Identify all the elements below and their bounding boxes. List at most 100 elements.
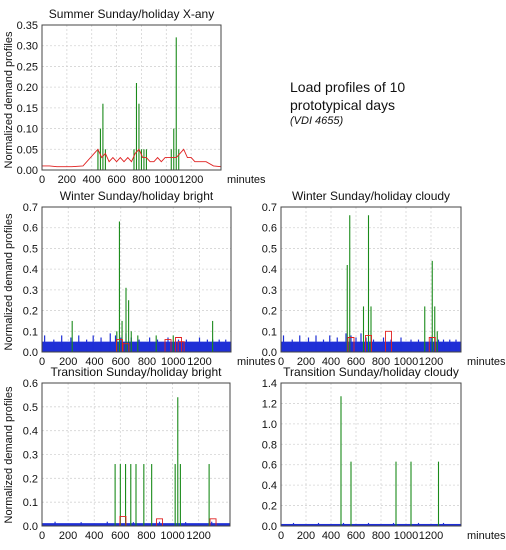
x-tick-label: 200 (59, 530, 77, 542)
data-point (347, 337, 355, 352)
y-tick-label: 0.4 (262, 480, 277, 492)
x-tick-label: 800 (137, 530, 155, 542)
data-point (156, 518, 163, 526)
y-tick-label: 0.5 (23, 243, 38, 255)
series-green (71, 221, 214, 352)
y-tick-label: 0.0 (262, 521, 277, 533)
y-tick-label: 0.3 (262, 285, 277, 297)
data-point (164, 339, 172, 352)
y-tick-label: 0.2 (23, 473, 38, 485)
y-tick-label: 0.8 (262, 439, 277, 451)
chart-panel-3: Winter Sunday/holiday cloudy 0.0 0.1 0.2 0.3… (262, 189, 506, 368)
x-tick-label: 0 (278, 530, 284, 542)
y-tick-label: 0.4 (262, 264, 277, 276)
y-tick-label: 0.0 (262, 347, 277, 359)
y-tick-label: 1.4 (262, 378, 277, 390)
series-red (347, 330, 436, 352)
y-tick-label: 0.5 (262, 243, 277, 255)
plot-frame (41, 382, 231, 527)
chart-panel-4: Transition Sunday/holiday bright 0.0 0.1 0.… (3, 365, 231, 542)
chart-panel-1: Summer Sunday/holiday X-any 0.00 0.05 0.10 0… (3, 7, 266, 186)
x-tick-label: 200 (297, 356, 315, 368)
figure-annotation: Load profiles of 10 prototypical days (V… (290, 78, 500, 127)
x-tick-label: 400 (85, 530, 103, 542)
y-axis-label: Normalized demand profiles (3, 386, 15, 523)
x-axis-label: minutes (227, 174, 266, 186)
x-tick-label: 0 (278, 356, 284, 368)
y-tick-label: 0.00 (17, 165, 38, 177)
y-tick-label: 0.6 (262, 223, 277, 235)
y-tick-label: 0.30 (17, 41, 38, 53)
series-green (114, 397, 210, 526)
y-tick-label: 0.7 (23, 202, 38, 214)
x-tick-label: 1200 (179, 174, 203, 186)
x-tick-label: 1000 (160, 530, 184, 542)
x-tick-label: 1200 (187, 356, 211, 368)
y-tick-label: 0.1 (23, 326, 38, 338)
chart-panel-5: Transition Sunday/holiday cloudy 0.0 0.2 0.… (262, 365, 506, 542)
chart-title: Winter Sunday/holiday cloudy (292, 189, 450, 203)
x-tick-label: 1000 (154, 174, 178, 186)
y-tick-label: 0.10 (17, 124, 38, 136)
data-point (122, 343, 130, 352)
data-point (175, 337, 182, 352)
plot-frame (41, 24, 222, 171)
baseline-band (42, 341, 231, 352)
annotation-citation: (VDI 4655) (290, 115, 344, 127)
y-tick-label: 0.2 (23, 306, 38, 318)
x-tick-label: 0 (39, 174, 45, 186)
chart-panel-2: Winter Sunday/holiday bright 0.0 0.1 0.2 0.3… (3, 189, 276, 368)
data-point (209, 518, 217, 526)
y-tick-label: 0.5 (23, 402, 38, 414)
y-tick-label: 0.6 (262, 460, 277, 472)
chart-title: Transition Sunday/holiday cloudy (283, 365, 459, 379)
plot-frame (280, 382, 462, 527)
x-tick-label: 600 (112, 356, 130, 368)
series-red (115, 337, 185, 352)
x-tick-label: 1200 (419, 356, 443, 368)
data-point (385, 330, 392, 352)
x-tick-label: 1000 (394, 530, 418, 542)
y-tick-label: 0.6 (23, 223, 38, 235)
plot-frame (280, 206, 462, 353)
x-tick-label: 800 (372, 356, 390, 368)
series-blue (281, 522, 461, 526)
x-tick-label: 0 (39, 356, 45, 368)
plot-frame (41, 206, 232, 353)
y-tick-label: 0.15 (17, 103, 38, 115)
chart-title: Summer Sunday/holiday X-any (49, 7, 214, 21)
y-tick-label: 0.6 (23, 378, 38, 390)
x-tick-label: 800 (132, 174, 150, 186)
x-tick-label: 200 (58, 174, 76, 186)
series-red (42, 148, 222, 168)
x-axis-label: minutes (237, 356, 276, 368)
y-tick-label: 0.05 (17, 144, 38, 156)
y-tick-label: 1.2 (262, 398, 277, 410)
series-green (97, 37, 180, 170)
y-tick-label: 0.4 (23, 426, 38, 438)
y-tick-label: 0.4 (23, 264, 38, 276)
x-tick-label: 200 (59, 356, 77, 368)
x-tick-label: 1000 (161, 356, 185, 368)
x-tick-label: 400 (322, 356, 340, 368)
x-tick-label: 1200 (419, 530, 443, 542)
data-line (42, 148, 222, 168)
y-tick-label: 0.0 (23, 347, 38, 359)
y-tick-label: 0.2 (262, 501, 277, 513)
data-point (115, 339, 123, 352)
x-axis-label: minutes (467, 530, 506, 542)
chart-title: Winter Sunday/holiday bright (60, 189, 214, 203)
y-tick-label: 0.20 (17, 82, 38, 94)
x-tick-label: 600 (107, 174, 125, 186)
x-tick-label: 800 (372, 530, 390, 542)
y-axis-label: Normalized demand profiles (3, 31, 15, 168)
y-tick-label: 0.2 (262, 306, 277, 318)
y-tick-label: 0.35 (17, 20, 38, 32)
y-axis-label: Normalized demand profiles (3, 213, 15, 350)
x-tick-label: 200 (297, 530, 315, 542)
x-axis-label: minutes (467, 356, 506, 368)
y-tick-label: 0.0 (23, 521, 38, 533)
x-tick-label: 600 (347, 530, 365, 542)
x-tick-label: 800 (138, 356, 156, 368)
